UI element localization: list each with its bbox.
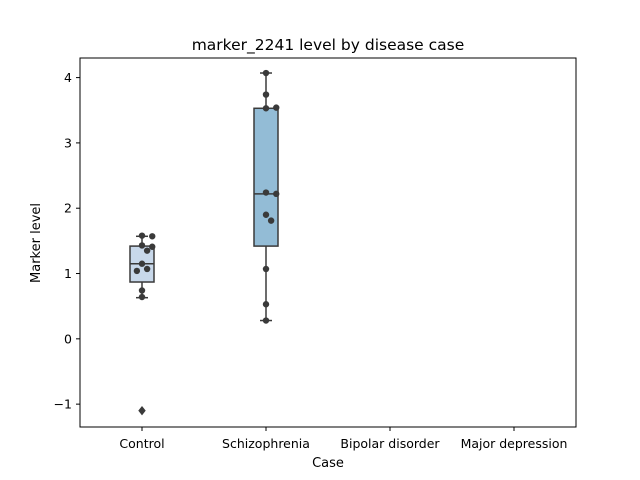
- plot-area: [129, 69, 280, 416]
- data-point: [262, 69, 270, 77]
- data-point: [138, 242, 146, 249]
- data-point: [273, 190, 280, 198]
- y-tick-label: 4: [64, 70, 72, 85]
- y-tick-label: −1: [54, 397, 72, 412]
- y-tick-label: 1: [64, 266, 72, 281]
- x-tick-label: Bipolar disorder: [340, 436, 440, 451]
- data-point: [262, 317, 270, 324]
- data-point: [273, 104, 280, 111]
- data-point: [262, 301, 270, 308]
- data-point: [138, 232, 146, 239]
- data-point: [262, 265, 270, 273]
- data-point: [149, 243, 156, 250]
- data-point: [143, 247, 151, 254]
- data-point: [138, 287, 146, 294]
- data-point: [262, 189, 270, 196]
- data-point: [262, 91, 270, 98]
- plot-frame: [79, 57, 577, 428]
- y-tick-label: 2: [64, 201, 72, 216]
- x-tick-label: Major depression: [461, 436, 568, 451]
- y-tick-label: 3: [64, 135, 72, 150]
- data-point: [267, 217, 275, 224]
- box-schizophrenia: [253, 107, 279, 247]
- y-axis-label: Marker level: [29, 203, 44, 283]
- chart-title: marker_2241 level by disease case: [192, 36, 465, 55]
- outlier-marker: [138, 406, 146, 416]
- data-point: [262, 105, 270, 112]
- data-point: [133, 267, 141, 275]
- x-tick-label: Schizophrenia: [222, 436, 310, 451]
- x-tick-label: Control: [119, 436, 164, 451]
- data-point: [143, 265, 151, 273]
- data-point: [138, 260, 146, 267]
- data-point: [262, 211, 270, 218]
- y-tick-label: 0: [64, 331, 72, 346]
- data-point: [138, 293, 146, 301]
- x-axis-label: Case: [312, 456, 344, 471]
- data-point: [149, 233, 156, 240]
